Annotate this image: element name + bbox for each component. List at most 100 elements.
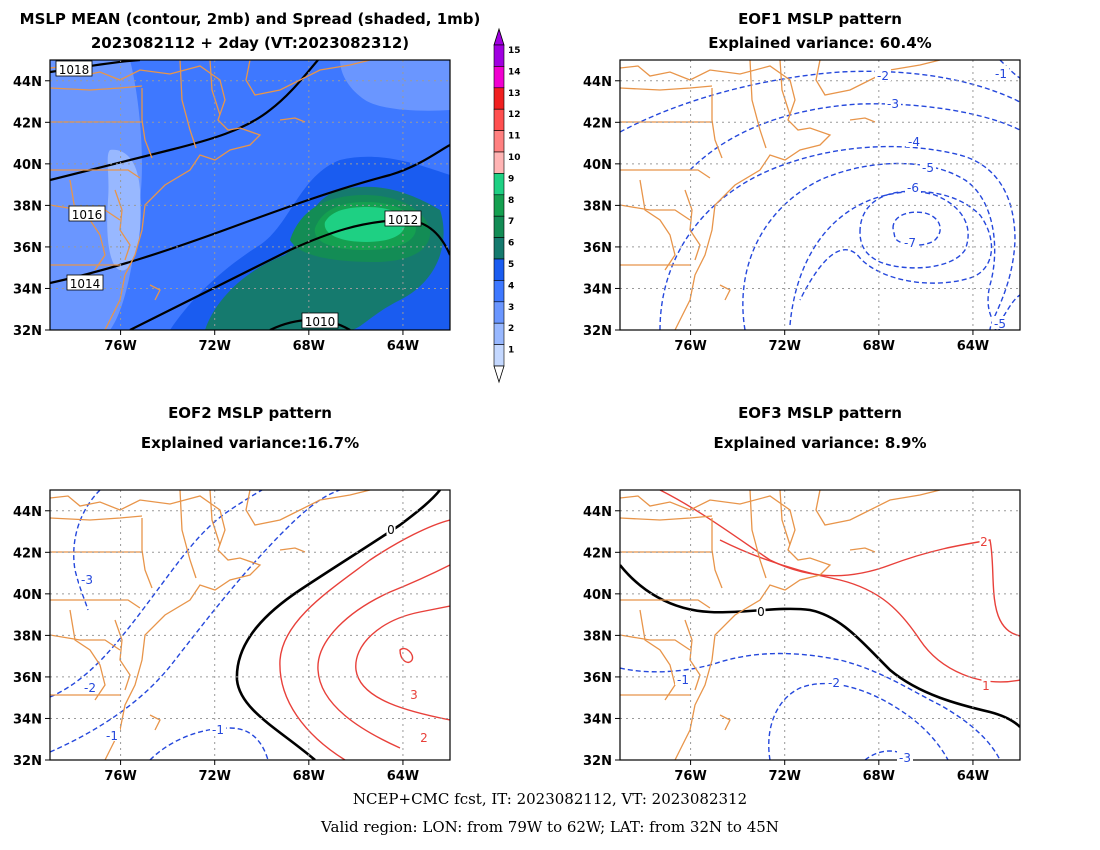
eof1-contour-label-m1-bg (993, 66, 1009, 79)
mean-coastline-10 (114, 189, 131, 261)
eof2-lat-label: 42N (13, 546, 42, 561)
footer-valid-region: Valid region: LON: from 79W to 62W; LAT:… (321, 818, 779, 836)
eof3-contour-p1 (719, 539, 1020, 683)
eof2-coastline-7 (179, 490, 197, 579)
contour-1016-upper (50, 60, 319, 182)
eof1-coastline-13 (719, 284, 731, 301)
eof2-panel (50, 490, 450, 760)
eof2-coastline-3 (50, 599, 141, 609)
colorbar-label: 4 (508, 281, 514, 291)
mean-contour-label-1016-box (68, 205, 106, 222)
eof2-coastline-11 (245, 490, 371, 526)
colorbar-segment (493, 258, 505, 281)
eof1-coastline-11 (815, 60, 941, 96)
eof3-contour-label-p2: 2 (980, 535, 988, 549)
mean-lat-label: 36N (13, 241, 42, 256)
mean-contour-label-1010: 1010 (305, 315, 336, 329)
colorbar-label: 15 (508, 46, 521, 56)
colorbar-segment (493, 344, 505, 367)
mean-contour-label-1018: 1018 (59, 63, 90, 77)
eof2-contour-label-zero: 0 (387, 523, 395, 537)
mean-lat-label: 32N (13, 324, 42, 339)
eof3-coastline-13 (719, 714, 731, 731)
eof1-panel-subtitle: Explained variance: 60.4% (708, 34, 932, 52)
colorbar-label: 12 (508, 110, 521, 120)
eof1-coastline-10 (684, 189, 701, 261)
mean-spread-shading (50, 60, 450, 330)
eof1-panel-title: EOF1 MSLP pattern (738, 10, 902, 28)
eof2-contour-p2 (317, 564, 450, 749)
mean-coastline-13 (149, 284, 161, 301)
eof2-contour-label-m1a: -1 (106, 729, 118, 743)
eof2-contour-label-m1b-bg (210, 722, 226, 735)
eof3-contour-label-m1: -1 (677, 673, 689, 687)
eof1-contour-m1 (999, 60, 1020, 79)
mean-lat-label: 34N (13, 282, 42, 297)
eof1-map-frame (619, 59, 1021, 331)
colorbar-label: 13 (508, 89, 521, 99)
colorbar-label: 10 (508, 153, 521, 163)
colorbar-segment (493, 44, 505, 67)
eof2-coastline-4 (50, 634, 121, 651)
colorbar-label: 6 (508, 239, 514, 249)
eof3-lon-label: 76W (674, 769, 706, 784)
eof2-contour-m3 (73, 490, 101, 611)
mean-coastline-12 (279, 117, 306, 123)
eof2-lon-label: 68W (293, 769, 325, 784)
eof3-lat-label: 36N (583, 671, 612, 686)
eof2-lat-label: 34N (13, 712, 42, 727)
eof3-panel (620, 490, 1020, 760)
eof2-contour-m1 (50, 490, 341, 753)
eof2-contour-label-p3: 3 (410, 688, 418, 702)
eof1-lat-label: 32N (583, 324, 612, 339)
eof2-contour-label-m2-bg (82, 680, 98, 693)
eof2-contour-label-zero-bg (386, 522, 396, 535)
colorbar-segment (493, 130, 505, 153)
eof1-contour-label-m5b: -5 (994, 317, 1006, 331)
eof3-contour-label-p1: 1 (982, 679, 990, 693)
eof2-coastline-0 (50, 495, 262, 760)
eof1-lat-label: 42N (583, 116, 612, 131)
eof1-lat-label: 36N (583, 241, 612, 256)
eof1-lat-label: 40N (583, 158, 612, 173)
eof2-contours (50, 490, 450, 760)
colorbar-label: 7 (508, 217, 514, 227)
eof3-contour-label-zero: 0 (757, 605, 765, 619)
eof1-coastline-8 (779, 60, 791, 116)
eof3-contour-m3 (864, 750, 913, 760)
spread-fill-level-3b (340, 60, 450, 111)
eof2-lat-label: 44N (13, 505, 42, 520)
eof1-contour-m7 (859, 190, 969, 269)
eof3-lon-label: 72W (768, 769, 800, 784)
eof1-coastline-4 (620, 204, 691, 221)
mean-contour-label-1014-box (66, 274, 104, 291)
eof2-lat-label: 36N (13, 671, 42, 686)
eof3-coastline-1 (620, 515, 713, 521)
eof1-contour-label-m2: -2 (877, 69, 889, 83)
eof2-lon-label: 72W (198, 769, 230, 784)
eof3-coastline-11 (815, 490, 941, 526)
eof1-contour-label-m7: -7 (904, 236, 916, 250)
eof1-lon-label: 68W (863, 339, 895, 354)
mean-contour-label-1016: 1016 (72, 208, 103, 222)
eof2-contour-label-m1a-bg (104, 728, 120, 741)
mean-lat-label: 40N (13, 158, 42, 173)
eof2-contour-label-p3-bg (409, 687, 419, 700)
colorbar-label: 14 (508, 67, 521, 77)
colorbar-segment (493, 280, 505, 303)
colorbar-segment (493, 237, 505, 260)
eof2-lon-label: 76W (104, 769, 136, 784)
eof3-map-frame (619, 489, 1021, 761)
eof1-lon-label: 72W (768, 339, 800, 354)
eof1-coastline-1 (620, 85, 713, 91)
eof1-lon-label: 64W (957, 339, 989, 354)
eof1-coastline-3 (620, 169, 711, 179)
eof1-contour-label-m6: -6 (907, 181, 919, 195)
eof1-coastline-0 (620, 65, 832, 330)
mean-coastline-3 (50, 169, 141, 179)
colorbar-label: 1 (508, 346, 514, 356)
colorbar-segment (493, 301, 505, 324)
mean-coastline-7 (179, 60, 197, 149)
eof1-contour-label-m5-bg (920, 160, 936, 173)
eof2-contour-p1 (279, 519, 450, 760)
